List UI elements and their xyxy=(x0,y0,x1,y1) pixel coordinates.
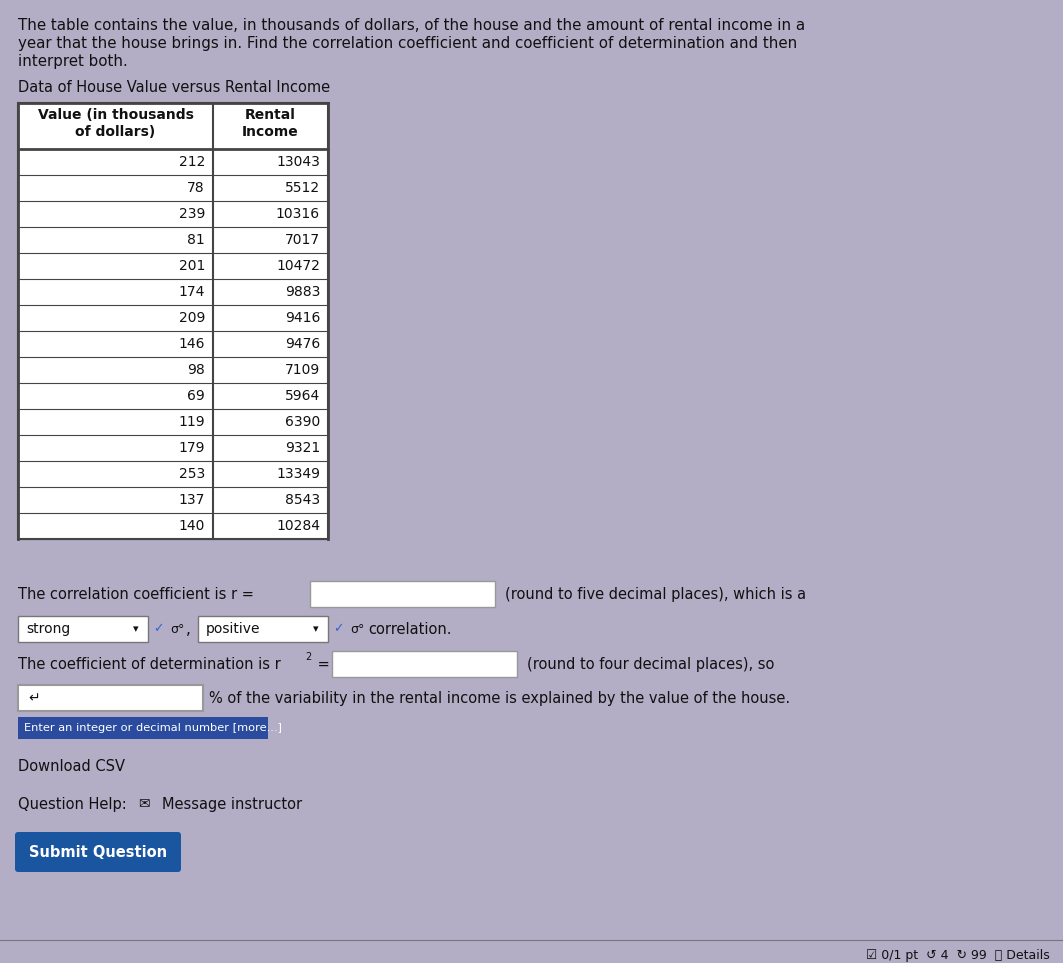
Text: 253: 253 xyxy=(179,467,205,481)
Text: interpret both.: interpret both. xyxy=(18,54,128,69)
Text: ▾: ▾ xyxy=(314,624,319,634)
Text: 9883: 9883 xyxy=(285,285,320,299)
Text: 78: 78 xyxy=(187,181,205,195)
Text: 2: 2 xyxy=(305,652,311,662)
Bar xyxy=(332,651,517,677)
Text: 9416: 9416 xyxy=(285,311,320,325)
Text: 119: 119 xyxy=(179,415,205,429)
Text: 7109: 7109 xyxy=(285,363,320,377)
Text: (round to four decimal places), so: (round to four decimal places), so xyxy=(527,657,774,671)
Text: Income: Income xyxy=(242,125,299,139)
Text: Question Help:: Question Help: xyxy=(18,796,126,812)
Text: 146: 146 xyxy=(179,337,205,351)
Text: 10316: 10316 xyxy=(276,207,320,221)
Text: strong: strong xyxy=(26,622,70,636)
Bar xyxy=(198,616,328,642)
Text: 13349: 13349 xyxy=(276,467,320,481)
Text: % of the variability in the rental income is explained by the value of the house: % of the variability in the rental incom… xyxy=(209,690,790,706)
Bar xyxy=(18,103,328,539)
Text: 10284: 10284 xyxy=(276,519,320,533)
Bar xyxy=(18,685,203,711)
Text: The table contains the value, in thousands of dollars, of the house and the amou: The table contains the value, in thousan… xyxy=(18,18,805,33)
Text: 7017: 7017 xyxy=(285,233,320,247)
Text: 179: 179 xyxy=(179,441,205,455)
Text: 69: 69 xyxy=(187,389,205,403)
Text: (round to five decimal places), which is a: (round to five decimal places), which is… xyxy=(505,586,806,602)
Text: 212: 212 xyxy=(179,155,205,169)
Text: ▾: ▾ xyxy=(133,624,139,634)
Text: =: = xyxy=(313,657,330,671)
Text: 8543: 8543 xyxy=(285,493,320,507)
Text: 13043: 13043 xyxy=(276,155,320,169)
Text: positive: positive xyxy=(206,622,260,636)
Text: correlation.: correlation. xyxy=(368,621,452,637)
Text: 5964: 5964 xyxy=(285,389,320,403)
FancyBboxPatch shape xyxy=(15,832,181,872)
Text: ,: , xyxy=(186,621,191,637)
Bar xyxy=(18,616,148,642)
Text: Rental: Rental xyxy=(246,108,296,122)
Text: 174: 174 xyxy=(179,285,205,299)
Text: 209: 209 xyxy=(179,311,205,325)
Text: Submit Question: Submit Question xyxy=(29,845,167,860)
Text: ✓: ✓ xyxy=(333,622,343,636)
Text: ✉: ✉ xyxy=(138,797,150,811)
Text: σ°: σ° xyxy=(350,622,365,636)
Text: Value (in thousands: Value (in thousands xyxy=(37,108,193,122)
Text: The correlation coefficient is r =: The correlation coefficient is r = xyxy=(18,586,254,602)
Bar xyxy=(18,717,268,739)
Text: Enter an integer or decimal number [more...]: Enter an integer or decimal number [more… xyxy=(24,723,282,733)
Text: year that the house brings in. Find the correlation coefficient and coefficient : year that the house brings in. Find the … xyxy=(18,36,797,51)
Text: Data of House Value versus Rental Income: Data of House Value versus Rental Income xyxy=(18,80,331,95)
Text: of dollars): of dollars) xyxy=(75,125,155,139)
Text: 201: 201 xyxy=(179,259,205,273)
Text: 9476: 9476 xyxy=(285,337,320,351)
Text: The coefficient of determination is r: The coefficient of determination is r xyxy=(18,657,281,671)
Text: 140: 140 xyxy=(179,519,205,533)
Text: 9321: 9321 xyxy=(285,441,320,455)
Text: ☑ 0/1 pt  ↺ 4  ↻ 99  ⓘ Details: ☑ 0/1 pt ↺ 4 ↻ 99 ⓘ Details xyxy=(866,949,1050,961)
Text: 10472: 10472 xyxy=(276,259,320,273)
Text: 5512: 5512 xyxy=(285,181,320,195)
Text: 239: 239 xyxy=(179,207,205,221)
Text: σ°: σ° xyxy=(170,622,184,636)
Text: 137: 137 xyxy=(179,493,205,507)
Text: Download CSV: Download CSV xyxy=(18,759,125,773)
Text: ✓: ✓ xyxy=(153,622,164,636)
Bar xyxy=(310,581,495,607)
Text: Message instructor: Message instructor xyxy=(162,796,302,812)
Text: 6390: 6390 xyxy=(285,415,320,429)
Text: 81: 81 xyxy=(187,233,205,247)
Text: ↵: ↵ xyxy=(28,691,39,705)
Text: 98: 98 xyxy=(187,363,205,377)
